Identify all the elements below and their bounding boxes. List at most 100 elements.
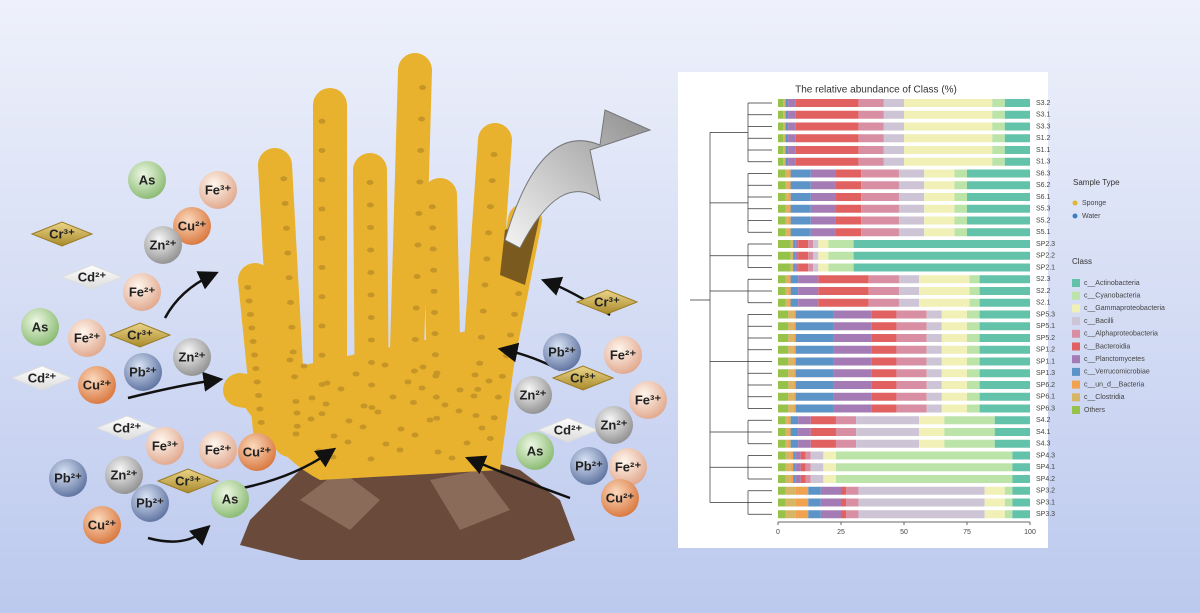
spot <box>292 431 300 437</box>
bar-segment <box>846 486 859 495</box>
category-label: S1.2 <box>1036 135 1051 142</box>
spot <box>246 312 254 317</box>
bar-segment <box>790 240 794 248</box>
spot <box>515 291 523 297</box>
bar-segment <box>1004 134 1030 143</box>
bar-segment <box>992 134 1005 143</box>
bar-segment <box>835 439 857 448</box>
bar-segment <box>861 193 899 201</box>
bar-segment <box>823 463 836 472</box>
bar-segment <box>785 216 789 225</box>
bar-segment <box>790 251 794 260</box>
bar-segment <box>926 404 942 413</box>
ion-label: Cr³⁺ <box>127 327 153 342</box>
spot <box>411 432 419 438</box>
spot <box>419 85 426 90</box>
bar-segment <box>823 451 836 460</box>
spot <box>441 402 449 408</box>
bar-segment <box>795 146 859 154</box>
legend-label: c__Planctomycetes <box>1084 356 1145 363</box>
category-label: S2.3 <box>1036 276 1051 283</box>
bar-segment <box>1004 99 1030 107</box>
bar-segment <box>778 134 784 143</box>
spot <box>490 152 498 157</box>
bar-segment <box>954 169 967 178</box>
bar-segment <box>793 322 796 331</box>
legend-label: c__Gammaproteobacteria <box>1084 305 1165 312</box>
bar-segment <box>1012 451 1030 460</box>
spot <box>368 382 376 388</box>
category-label: S6.2 <box>1036 182 1051 189</box>
palm <box>240 320 520 480</box>
bar-segment <box>835 451 1013 460</box>
bar-segment <box>793 240 796 248</box>
category-label: SP1.1 <box>1036 358 1055 365</box>
bar-segment <box>785 204 789 213</box>
ion-label: Fe²⁺ <box>205 442 232 457</box>
ion-diamond <box>60 264 124 290</box>
category-label: SP5.3 <box>1036 311 1055 318</box>
bar-segment <box>896 404 927 413</box>
bar-segment <box>833 310 872 319</box>
spot <box>494 394 502 400</box>
bar-segment <box>858 510 985 519</box>
bar-segment <box>967 357 980 366</box>
bar-segment <box>944 416 995 425</box>
spot <box>429 225 437 231</box>
bar-segment <box>785 486 796 495</box>
ion-circle <box>199 431 237 469</box>
ion-circle <box>238 433 276 471</box>
bar-segment <box>896 334 927 342</box>
bar-segment <box>841 486 847 495</box>
bar-segment <box>979 369 1030 378</box>
bar-segment <box>790 428 799 436</box>
spot <box>490 415 498 421</box>
x-tick-label: 25 <box>837 529 845 536</box>
bar-segment <box>1004 122 1030 131</box>
bar-segment <box>967 345 980 354</box>
bar-segment <box>979 357 1030 366</box>
ion-circle <box>199 171 237 209</box>
ion-label: Cu²⁺ <box>178 218 207 233</box>
spot <box>416 179 424 185</box>
spot <box>470 393 478 399</box>
bar-segment <box>1012 475 1030 483</box>
bar-segment <box>790 228 811 237</box>
ion-circle <box>629 381 667 419</box>
bar-segment <box>795 263 799 272</box>
x-tick-label: 100 <box>1024 529 1036 536</box>
bar-segment <box>810 181 836 190</box>
bar-segment <box>795 157 859 166</box>
bar-segment <box>898 228 925 237</box>
bar-segment <box>898 287 920 295</box>
bar-segment <box>785 463 791 472</box>
bar-segment <box>788 275 791 284</box>
bar-segment <box>828 240 854 248</box>
bar-segment <box>795 99 859 107</box>
ion-label: Zn²⁺ <box>519 387 546 402</box>
spot <box>415 211 423 216</box>
category-label: S5.3 <box>1036 206 1051 213</box>
spot <box>382 441 390 447</box>
bar-segment <box>992 122 1005 131</box>
ion-label: Cr³⁺ <box>594 294 620 309</box>
bar-segment <box>904 122 993 131</box>
spot <box>245 298 253 304</box>
bar-segment <box>790 416 799 425</box>
bar-segment <box>808 263 814 272</box>
bar-segment <box>788 146 796 154</box>
bar-segment <box>793 463 796 472</box>
ion-circle <box>595 406 633 444</box>
bar-segment <box>871 322 897 331</box>
ion-circle <box>83 506 121 544</box>
bar-segment <box>1004 157 1030 166</box>
spot <box>293 423 301 429</box>
category-label: SP1.3 <box>1036 370 1055 377</box>
bar-segment <box>883 110 904 119</box>
category-label: SP6.3 <box>1036 405 1055 412</box>
bar-segment <box>984 498 1005 507</box>
spot <box>410 400 417 405</box>
bar-segment <box>800 463 806 472</box>
bar-segment <box>924 204 955 213</box>
ion-circle <box>601 479 639 517</box>
